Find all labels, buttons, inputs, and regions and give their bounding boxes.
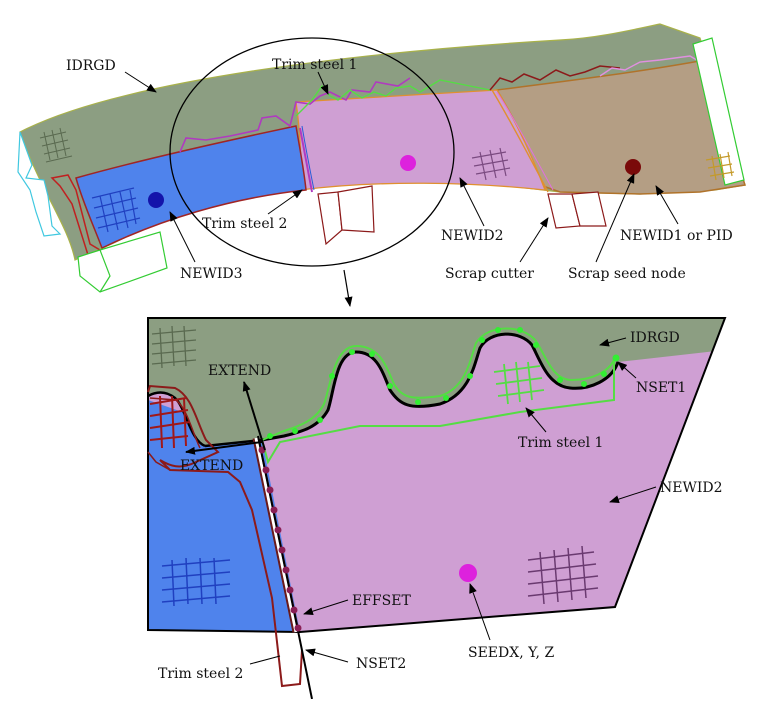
trim-steel-top-pink [599,55,701,77]
label-seedxyz: SEEDX, Y, Z [468,645,554,661]
label-newid2-detail: NEWID2 [660,480,723,496]
newid3-mesh-icon [91,187,141,233]
detail-trim-steel-1 [260,327,615,465]
detail-border [147,317,727,634]
detail-seed-node [459,564,477,582]
left-tip-outline [17,131,62,237]
newid3-region [75,125,307,250]
label-effset: EFFSET [352,593,411,609]
label-extend-left: EXTEND [180,458,243,474]
label-trim-steel-1-top: Trim steel 1 [272,57,357,73]
detail-trim-mesh-icon [149,395,191,449]
label-nset2: NSET2 [356,656,406,672]
right-block [692,37,745,186]
detail-trim-curve [261,332,620,442]
detail-rigid-region [148,318,725,446]
newid1-mesh-icon [705,151,735,181]
label-scrap-cutter: Scrap cutter [445,266,534,282]
zoom-ellipse [169,37,455,267]
newid2-mesh-icon [471,147,511,181]
top-view: IDRGD Trim steel 1 Trim steel 2 NEWID3 N… [17,23,746,307]
label-newid1-or-pid: NEWID1 or PID [620,228,733,244]
trim-steel-top-red [489,65,621,91]
label-scrap-seed-node: Scrap seed node [568,266,686,282]
newid3-seed-node [148,192,164,208]
rigid-mesh-icon [39,127,73,163]
label-newid2-top: NEWID2 [441,228,504,244]
label-idrgd-detail: IDRGD [630,330,680,346]
label-nset1: NSET1 [636,380,686,396]
scrap-seed-node [625,159,641,175]
detail-green-mesh-icon [493,361,545,405]
nset1-nodes [267,327,620,439]
detail-trim-steel-2 [147,384,303,688]
label-extend-top: EXTEND [208,363,271,379]
label-trim-steel-1-detail: Trim steel 1 [518,435,603,451]
label-newid3: NEWID3 [180,266,243,282]
detail-newid3-mesh-icon [161,557,231,607]
trim-steel-1-top-purple [179,77,411,153]
detail-rigid-mesh-icon [151,325,197,369]
nset2-nodes [258,446,302,632]
detail-view: IDRGD EXTEND EXTEND NSET1 Trim steel 1 N… [147,317,727,700]
newid2-seed-node [400,155,416,171]
label-trim-steel-2-top: Trim steel 2 [202,216,287,232]
label-idrgd-top: IDRGD [66,58,116,74]
label-trim-steel-2-detail: Trim steel 2 [158,666,243,682]
detail-newid2-mesh-icon [527,545,599,605]
